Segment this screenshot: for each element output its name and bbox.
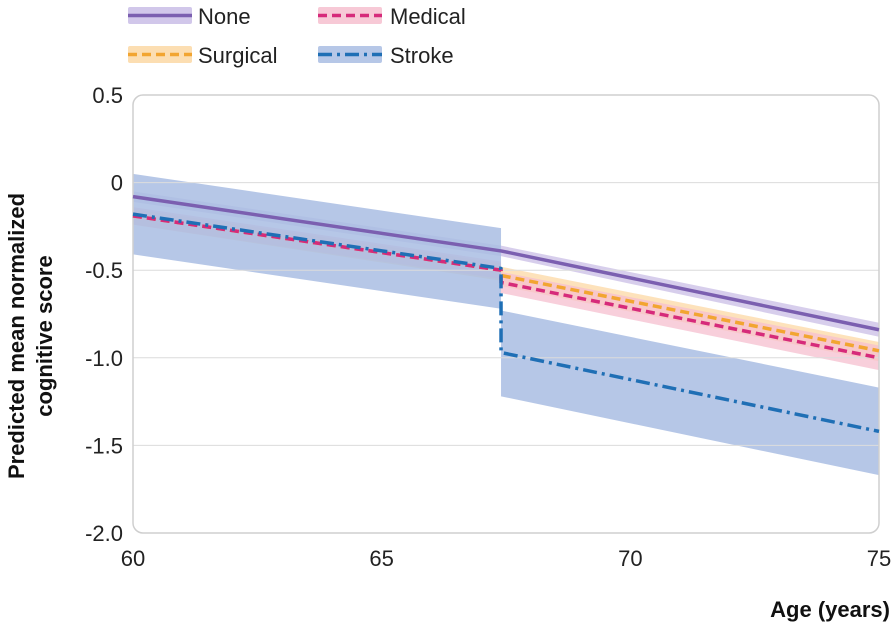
series-line-none [132, 194, 880, 332]
y-tick-label--0-5: -0.5 [85, 258, 123, 283]
tick-labels: 60 65 70 75 0.5 0 -0.5 -1.0 -1.5 -2.0 [85, 83, 891, 571]
y-tick-label--1-5: -1.5 [85, 433, 123, 458]
y-tick-label-0: 0 [111, 171, 123, 196]
legend-label-medical: Medical [390, 4, 466, 29]
series-lines [132, 194, 880, 434]
legend: None Medical Surgical Stroke [128, 4, 466, 68]
y-axis-title: Predicted mean normalized [4, 193, 29, 479]
series-line-stroke [132, 212, 880, 434]
confidence-bands [133, 173, 879, 476]
y-axis-title-line-2: cognitive score [32, 255, 57, 416]
plot-area-frame [132, 94, 880, 534]
legend-label-surgical: Surgical [198, 43, 277, 68]
y-tick-label--2: -2.0 [85, 521, 123, 546]
legend-label-stroke: Stroke [390, 43, 454, 68]
x-tick-label-75: 75 [867, 546, 891, 571]
y-tick-label-0-5: 0.5 [92, 83, 123, 108]
y-tick-label--1: -1.0 [85, 346, 123, 371]
x-tick-label-70: 70 [618, 546, 642, 571]
x-tick-label-60: 60 [121, 546, 145, 571]
legend-item-stroke: Stroke [318, 43, 454, 68]
x-axis-title: Age (years) [770, 597, 890, 622]
legend-item-none: None [128, 4, 251, 29]
legend-label-none: None [198, 4, 251, 29]
y-axis-title-2: cognitive score [32, 255, 57, 416]
legend-item-surgical: Surgical [128, 43, 277, 68]
y-axis-title-line-1: Predicted mean normalized [4, 193, 29, 479]
legend-item-medical: Medical [318, 4, 466, 29]
x-tick-label-65: 65 [369, 546, 393, 571]
grid-lines [133, 182, 879, 446]
